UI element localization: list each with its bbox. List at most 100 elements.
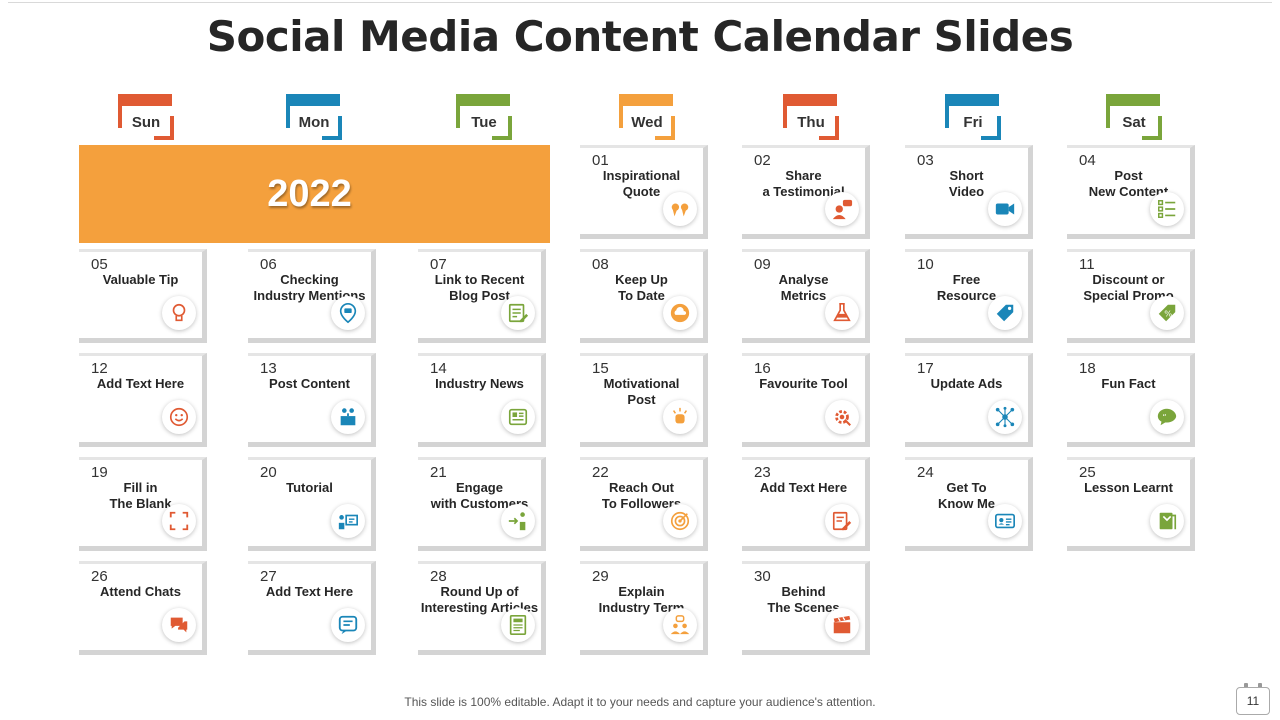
video-camera-icon xyxy=(988,192,1022,226)
calendar-day-15[interactable]: 15 Motivational Post xyxy=(580,353,708,447)
day-number: 28 xyxy=(430,568,447,585)
day-content-label: Inspirational Quote xyxy=(602,168,681,199)
day-content-label: Add Text Here xyxy=(759,480,848,495)
day-number: 17 xyxy=(917,360,934,377)
day-content-label: Post Content xyxy=(269,376,350,391)
calendar-day-04[interactable]: 04 Post New Content xyxy=(1067,145,1195,239)
day-content-label: Attend Chats xyxy=(100,584,181,599)
day-number: 26 xyxy=(91,568,108,585)
day-number: 22 xyxy=(592,464,609,481)
page-number: 11 xyxy=(1236,687,1270,715)
id-card-icon xyxy=(988,504,1022,538)
day-number: 05 xyxy=(91,256,108,273)
location-chat-icon xyxy=(331,296,365,330)
day-number: 14 xyxy=(430,360,447,377)
day-content-label: Link to Recent Blog Post xyxy=(434,272,525,303)
day-content-label: Valuable Tip xyxy=(102,272,179,287)
day-content-label: Short Video xyxy=(948,168,985,199)
day-content-label: Fun Fact xyxy=(1101,376,1156,391)
calendar-day-19[interactable]: 19 Fill in The Blank xyxy=(79,457,207,551)
calendar-day-05[interactable]: 05 Valuable Tip xyxy=(79,249,207,343)
price-tag-icon xyxy=(988,296,1022,330)
day-number: 07 xyxy=(430,256,447,273)
cloud-update-icon xyxy=(663,296,697,330)
day-content-label: Update Ads xyxy=(930,376,1003,391)
calendar-day-11[interactable]: 11 Discount or Special Promo% xyxy=(1067,249,1195,343)
day-content-label: Keep Up To Date xyxy=(615,272,668,303)
day-content-label: Add Text Here xyxy=(265,584,354,599)
day-label: Wed xyxy=(631,114,663,131)
calendar-day-20[interactable]: 20 Tutorial xyxy=(248,457,376,551)
day-number: 19 xyxy=(91,464,108,481)
day-number: 04 xyxy=(1079,152,1096,169)
calendar-day-14[interactable]: 14 Industry News xyxy=(418,353,546,447)
speech-quote-icon: “ xyxy=(1150,400,1184,434)
customer-engage-icon xyxy=(501,504,535,538)
day-number: 23 xyxy=(754,464,771,481)
day-content-label: Motivational Post xyxy=(603,376,680,407)
quote-icon xyxy=(663,192,697,226)
calendar-day-22[interactable]: 22 Reach Out To Followers xyxy=(580,457,708,551)
calendar-day-24[interactable]: 24 Get To Know Me xyxy=(905,457,1033,551)
day-number: 15 xyxy=(592,360,609,377)
page-number-badge: 11 xyxy=(1236,683,1270,715)
motivation-fist-icon xyxy=(663,400,697,434)
year-label: 2022 xyxy=(267,172,352,215)
calendar-day-23[interactable]: 23 Add Text Here xyxy=(742,457,870,551)
lightbulb-hand-icon xyxy=(162,296,196,330)
day-label: Mon xyxy=(298,114,330,131)
calendar-day-02[interactable]: 02 Share a Testimonial xyxy=(742,145,870,239)
calendar-day-12[interactable]: 12 Add Text Here xyxy=(79,353,207,447)
calendar-day-01[interactable]: 01 Inspirational Quote xyxy=(580,145,708,239)
calendar-day-16[interactable]: 16 Favourite Tool xyxy=(742,353,870,447)
gear-tool-icon xyxy=(825,400,859,434)
share-box-icon xyxy=(331,400,365,434)
day-number: 24 xyxy=(917,464,934,481)
calendar-day-03[interactable]: 03 Short Video xyxy=(905,145,1033,239)
day-content-label: Favourite Tool xyxy=(759,376,848,391)
day-number: 25 xyxy=(1079,464,1096,481)
top-rule xyxy=(8,2,1272,3)
edit-note-icon xyxy=(825,504,859,538)
svg-text:%: % xyxy=(1164,309,1172,319)
day-number: 20 xyxy=(260,464,277,481)
presentation-icon xyxy=(331,504,365,538)
checklist-icon xyxy=(1150,192,1184,226)
blog-edit-icon xyxy=(501,296,535,330)
calendar-day-27[interactable]: 27 Add Text Here xyxy=(248,561,376,655)
day-content-label: Reach Out To Followers xyxy=(601,480,682,511)
svg-text:“: “ xyxy=(1162,412,1166,422)
day-header-thu: Thu xyxy=(783,94,839,140)
footer-note: This slide is 100% editable. Adapt it to… xyxy=(404,695,876,709)
calendar-day-18[interactable]: 18 Fun Fact “ xyxy=(1067,353,1195,447)
day-number: 29 xyxy=(592,568,609,585)
lab-flask-icon xyxy=(825,296,859,330)
day-label: Fri xyxy=(963,114,983,131)
testimonial-icon xyxy=(825,192,859,226)
calendar-day-06[interactable]: 06 Checking Industry Mentions xyxy=(248,249,376,343)
calendar-day-09[interactable]: 09 Analyse Metrics xyxy=(742,249,870,343)
calendar-day-07[interactable]: 07 Link to Recent Blog Post xyxy=(418,249,546,343)
calendar-day-29[interactable]: 29 Explain Industry Term xyxy=(580,561,708,655)
calendar-day-08[interactable]: 08 Keep Up To Date xyxy=(580,249,708,343)
articles-icon xyxy=(501,608,535,642)
calendar-day-25[interactable]: 25 Lesson Learnt xyxy=(1067,457,1195,551)
target-icon xyxy=(663,504,697,538)
day-content-label: Industry News xyxy=(435,376,524,391)
calendar-day-30[interactable]: 30 Behind The Scenes xyxy=(742,561,870,655)
calendar-day-17[interactable]: 17 Update Ads xyxy=(905,353,1033,447)
day-content-label: Share a Testimonial xyxy=(762,168,845,199)
calendar-day-21[interactable]: 21 Engage with Customers xyxy=(418,457,546,551)
day-number: 13 xyxy=(260,360,277,377)
emoji-icon xyxy=(162,400,196,434)
slide-title: Social Media Content Calendar Slides xyxy=(206,12,1074,61)
calendar-day-10[interactable]: 10 Free Resource xyxy=(905,249,1033,343)
day-content-label: Free Resource xyxy=(936,272,997,303)
day-content-label: Fill in The Blank xyxy=(109,480,172,511)
newspaper-icon xyxy=(501,400,535,434)
day-header-fri: Fri xyxy=(945,94,1001,140)
day-content-label: Lesson Learnt xyxy=(1084,480,1173,495)
calendar-day-26[interactable]: 26 Attend Chats xyxy=(79,561,207,655)
calendar-day-13[interactable]: 13 Post Content xyxy=(248,353,376,447)
